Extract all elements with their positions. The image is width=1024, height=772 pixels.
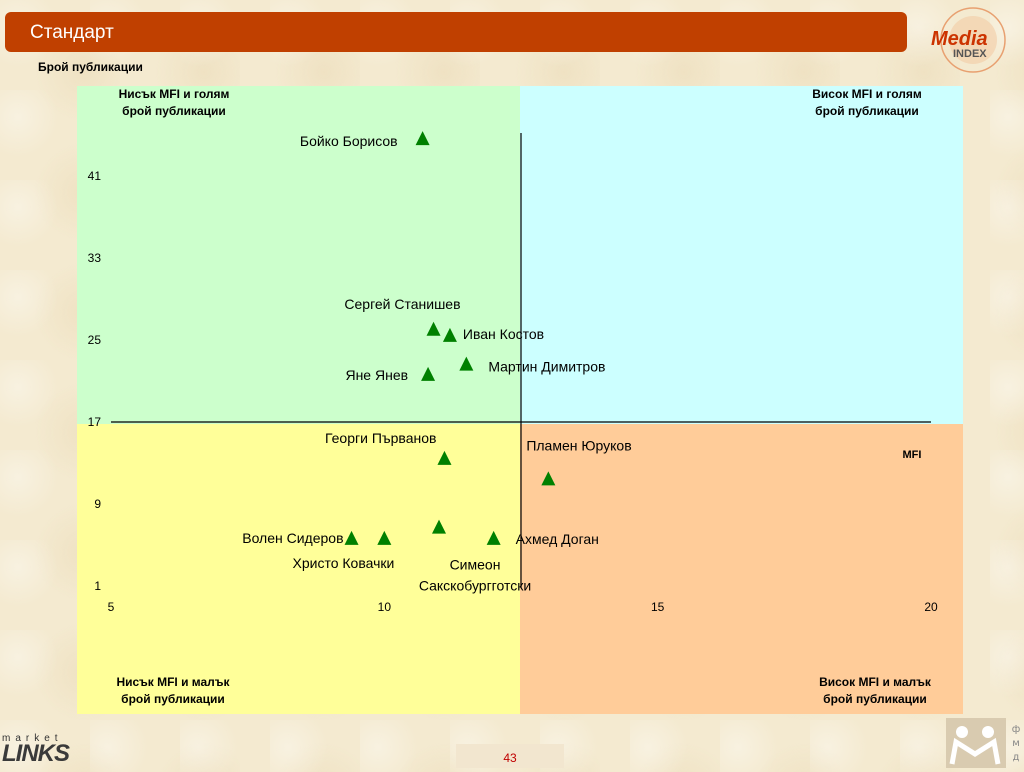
svg-text:д: д (1013, 752, 1020, 763)
y-tick-label: 33 (88, 251, 102, 265)
quadrant-label-bottom-right: Висок MFI и малък брой публикации (819, 675, 931, 706)
y-tick-label: 17 (88, 415, 102, 429)
y-tick-label: 25 (88, 333, 102, 347)
point-label: Сакскобургготски (419, 578, 531, 594)
point-label: Пламен Юруков (526, 437, 631, 453)
market-links-logo: market LINKS (2, 733, 70, 767)
y-tick-label: 1 (94, 579, 101, 593)
quadrant-bottom-right (520, 424, 963, 714)
svg-text:Media: Media (931, 28, 988, 50)
point-label: Ахмед Доган (516, 531, 599, 547)
scatter-point (344, 530, 359, 545)
svg-text:ф: ф (1012, 724, 1021, 735)
scatter-point (421, 366, 436, 381)
quadrant-label-top-right: Висок MFI и голям брой публикации (812, 87, 922, 118)
scatter-point (442, 327, 457, 342)
point-label: Христо Ковачки (293, 555, 395, 571)
y-axis-title: Брой публикации (38, 60, 143, 74)
scatter-point (415, 131, 430, 146)
page-number: 43 (503, 751, 517, 765)
scatter-point (377, 530, 392, 545)
scatter-point (541, 471, 556, 486)
point-label: Яне Янев (345, 367, 408, 383)
point-label: Сергей Станишев (344, 296, 460, 312)
scatter-point (486, 530, 501, 545)
point-label: Мартин Димитров (488, 359, 605, 375)
page-number-box: 43 (456, 744, 564, 768)
scatter-point (437, 450, 452, 465)
scatter-point (459, 356, 474, 371)
point-label: Симеон (450, 557, 501, 573)
page-title: Стандарт (30, 22, 114, 43)
x-axis-title: MFI (903, 449, 922, 461)
fmd-logo: ф м д (946, 718, 1021, 768)
x-tick-label: 10 (378, 600, 392, 614)
scatter-point (432, 519, 446, 534)
x-tick-label: 20 (924, 600, 938, 614)
point-label: Иван Костов (463, 326, 544, 342)
scatter-point (426, 321, 441, 336)
point-label: Волен Сидеров (242, 530, 343, 546)
y-tick-label: 41 (88, 169, 102, 183)
quadrant-label-top-left: Нисък MFI и голям брой публикации (118, 87, 230, 118)
quadrant-label-bottom-left: Нисък MFI и малък брой публикации (116, 675, 230, 706)
quadrant-top-left (77, 86, 520, 424)
point-label: Георги Първанов (325, 430, 436, 446)
svg-text:INDEX: INDEX (953, 48, 987, 60)
quadrant-bottom-left (77, 424, 520, 714)
y-tick-label: 9 (94, 497, 101, 511)
title-bar: Стандарт (5, 12, 907, 52)
quadrant-top-right (520, 86, 963, 424)
x-tick-label: 15 (651, 600, 665, 614)
point-label: Бойко Борисов (300, 133, 398, 149)
x-tick-label: 5 (108, 600, 115, 614)
svg-text:м: м (1012, 738, 1020, 749)
media-index-logo: Media INDEX (931, 7, 1006, 73)
